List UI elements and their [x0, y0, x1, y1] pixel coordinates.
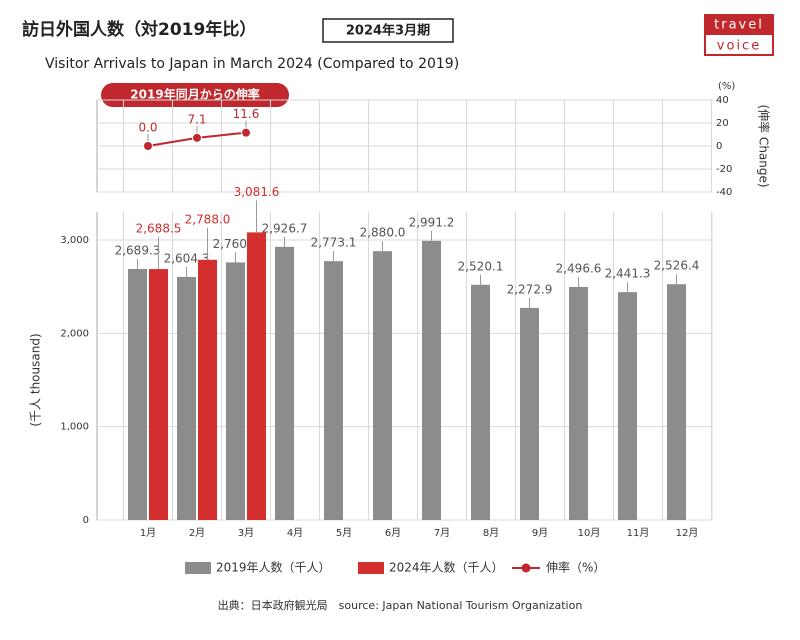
data-label: 2,773.1	[311, 236, 357, 250]
title: 訪日外国人数（対2019年比）	[22, 19, 256, 40]
data-label: 2,760.1	[213, 237, 259, 251]
data-label: 3,081.6	[234, 185, 280, 199]
x-tick-label: 1月	[140, 527, 156, 539]
period: 2024年3月期	[346, 23, 430, 39]
line-title-badge	[101, 83, 289, 107]
y-tick-label: -20	[716, 164, 732, 175]
legend-point	[521, 563, 531, 573]
y-tick-label: 20	[716, 118, 729, 129]
data-label: 2,272.9	[507, 282, 553, 296]
y-tick-label: 0	[83, 515, 89, 526]
bar	[247, 232, 266, 520]
bar	[149, 269, 168, 520]
data-label: 2,688.5	[136, 222, 182, 236]
line-title: 2019年同月からの伸率	[130, 87, 259, 102]
data-label: 2,991.2	[409, 215, 455, 229]
y-tick-label: 40	[716, 95, 729, 106]
subtitle: Visitor Arrivals to Japan in March 2024 …	[45, 56, 459, 72]
legend-swatch	[358, 562, 384, 574]
x-tick-label: 4月	[287, 527, 303, 539]
bar	[177, 276, 196, 520]
x-tick-label: 3月	[238, 527, 254, 539]
data-label: 2,604.3	[164, 251, 210, 265]
logo-top	[705, 15, 773, 35]
x-tick-label: 10月	[578, 527, 601, 539]
data-label: 2,441.3	[605, 267, 651, 281]
bar	[520, 307, 539, 520]
x-tick-label: 6月	[385, 527, 401, 539]
data-label: 2,926.7	[262, 221, 308, 235]
bar	[373, 251, 392, 520]
bar-y-label: (千人 thousand)	[29, 333, 43, 426]
y-tick-label: 2,000	[60, 328, 89, 339]
bar	[324, 261, 343, 520]
bar	[667, 284, 686, 520]
y-tick-label: 3,000	[60, 235, 89, 246]
source: 出典：日本政府観光局 source: Japan National Touris…	[218, 598, 583, 612]
legend-label: 2019年人数（千人）	[216, 560, 331, 575]
legend-label: 伸率（%）	[546, 560, 605, 575]
x-tick-label: 2月	[189, 527, 205, 539]
x-tick-label: 11月	[627, 527, 650, 539]
data-label: 7.1	[187, 112, 206, 126]
point	[241, 127, 251, 138]
data-label: 2,526.4	[654, 259, 700, 273]
bar	[198, 259, 217, 520]
bar	[226, 262, 245, 520]
legend-label: 2024年人数（千人）	[389, 560, 504, 575]
bar	[422, 240, 441, 520]
y-tick-label: 0	[716, 141, 722, 152]
x-tick-label: 5月	[336, 527, 352, 539]
data-label: 0.0	[138, 121, 157, 135]
data-label: 2,788.0	[185, 212, 231, 226]
point	[192, 132, 202, 143]
line-unit: (%)	[718, 81, 735, 92]
y-tick-label: 1,000	[60, 422, 89, 433]
legend-swatch	[185, 562, 211, 574]
data-label: 11.6	[233, 107, 260, 121]
bar	[128, 268, 147, 520]
x-tick-label: 8月	[483, 527, 499, 539]
x-tick-label: 7月	[434, 527, 450, 539]
logo-travel: travel	[714, 18, 764, 33]
point	[143, 141, 153, 151]
data-label: 2,689.3	[115, 243, 161, 257]
data-label: 2,880.0	[360, 226, 406, 240]
y-tick-label: -40	[716, 187, 732, 198]
data-label: 2,496.6	[556, 261, 602, 275]
data-label: 2,520.1	[458, 259, 504, 273]
bar	[618, 292, 637, 520]
period-box	[322, 18, 454, 43]
x-tick-label: 9月	[532, 527, 548, 539]
bar	[471, 284, 490, 520]
bar	[275, 246, 294, 520]
bar	[569, 286, 588, 520]
line-y-label: (伸率 Change)	[757, 104, 772, 187]
logo-voice: voice	[717, 39, 761, 54]
x-tick-label: 12月	[676, 527, 699, 539]
